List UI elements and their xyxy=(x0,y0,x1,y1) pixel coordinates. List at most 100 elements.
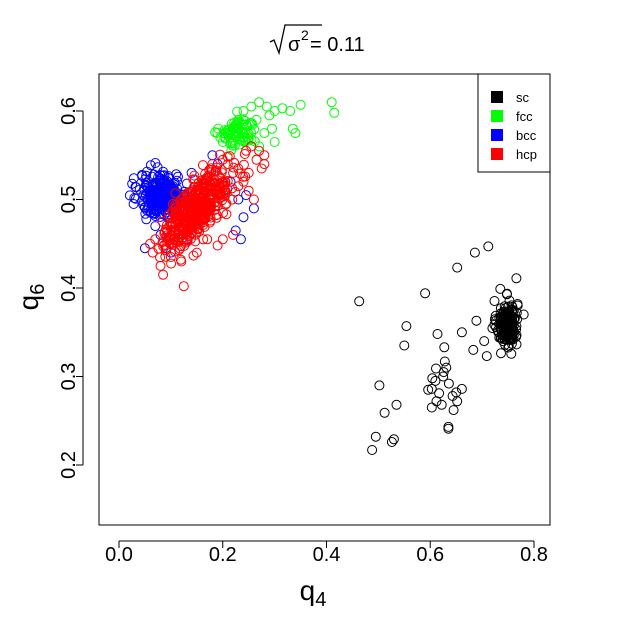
point-bcc xyxy=(159,186,170,197)
series-fcc xyxy=(210,97,340,156)
point-hcp xyxy=(248,194,259,205)
point-bcc xyxy=(235,234,246,245)
point-sc xyxy=(423,384,434,395)
point-sc xyxy=(483,241,494,252)
point-sc xyxy=(420,288,431,299)
point-hcp xyxy=(189,212,200,223)
title-superscript: 2 xyxy=(301,27,309,43)
point-sc xyxy=(489,296,500,306)
point-bcc xyxy=(149,187,160,197)
y-axis-title-subscript: 6 xyxy=(27,284,49,295)
point-fcc xyxy=(246,101,257,112)
x-tick-label: 0.6 xyxy=(416,544,444,566)
legend-label-bcc: bcc xyxy=(516,128,537,143)
legend-swatch-fcc xyxy=(491,110,503,122)
point-fcc xyxy=(261,101,272,112)
point-sc xyxy=(503,316,514,327)
point-sc xyxy=(427,373,438,384)
point-hcp xyxy=(167,220,178,231)
point-hcp xyxy=(238,159,249,170)
point-hcp xyxy=(212,240,223,251)
point-fcc xyxy=(230,129,241,139)
point-hcp xyxy=(203,170,214,181)
point-sc xyxy=(430,375,441,386)
point-hcp xyxy=(204,164,215,175)
point-sc xyxy=(495,311,506,322)
point-hcp xyxy=(186,219,197,230)
x-axis-title: q4 xyxy=(300,575,327,611)
point-sc xyxy=(391,399,402,410)
point-hcp xyxy=(219,179,230,190)
point-hcp xyxy=(228,229,239,240)
point-hcp xyxy=(222,159,233,170)
point-hcp xyxy=(194,195,205,206)
point-fcc xyxy=(238,106,249,116)
x-axis: 0.0 0.2 0.4 0.6 0.8 q4 xyxy=(105,540,548,611)
x-tick-label: 0.4 xyxy=(313,544,341,566)
point-hcp xyxy=(175,254,186,265)
x-tick-label: 0.2 xyxy=(209,544,237,566)
title-value: = 0.11 xyxy=(310,34,365,56)
point-sc xyxy=(354,296,365,307)
point-fcc xyxy=(254,97,265,108)
point-hcp xyxy=(160,245,171,255)
point-sc xyxy=(502,323,513,334)
point-hcp xyxy=(185,199,196,210)
point-hcp xyxy=(246,141,257,152)
series-bcc xyxy=(124,150,259,258)
point-hcp xyxy=(185,209,196,220)
point-sc xyxy=(426,383,437,394)
point-fcc xyxy=(267,123,277,134)
point-sc xyxy=(452,262,463,273)
point-hcp xyxy=(178,204,189,214)
point-hcp xyxy=(158,269,169,280)
point-hcp xyxy=(259,150,270,161)
point-sc xyxy=(367,445,378,455)
point-fcc xyxy=(213,123,224,134)
sqrt-symbol xyxy=(269,24,322,56)
point-hcp xyxy=(205,212,216,223)
point-fcc xyxy=(287,123,298,134)
point-hcp xyxy=(228,167,239,178)
point-hcp xyxy=(174,245,184,256)
x-tick-label: 0.0 xyxy=(105,544,133,566)
point-sc xyxy=(505,334,516,345)
point-fcc xyxy=(259,128,270,139)
point-fcc xyxy=(238,119,248,130)
point-bcc xyxy=(134,184,145,195)
point-hcp xyxy=(178,281,189,292)
point-hcp xyxy=(243,185,254,196)
point-sc xyxy=(456,383,467,394)
point-sc xyxy=(507,328,518,339)
point-sc xyxy=(441,362,452,373)
point-hcp xyxy=(184,186,195,197)
point-bcc xyxy=(238,212,249,223)
point-hcp xyxy=(169,210,180,221)
point-sc xyxy=(436,399,447,410)
point-fcc xyxy=(232,118,243,129)
point-hcp xyxy=(197,160,208,171)
legend-box xyxy=(477,73,551,173)
x-axis-title-text: q xyxy=(300,575,316,606)
point-hcp xyxy=(158,241,169,252)
point-fcc xyxy=(223,127,234,138)
point-bcc xyxy=(137,171,148,181)
point-hcp xyxy=(202,234,213,245)
point-fcc xyxy=(269,137,280,147)
point-bcc xyxy=(143,184,154,194)
point-fcc xyxy=(212,127,223,138)
y-tick-label: 0.6 xyxy=(58,97,80,125)
point-hcp xyxy=(221,209,232,220)
point-hcp xyxy=(194,226,205,237)
point-sc xyxy=(468,344,479,355)
point-sc xyxy=(506,348,517,359)
point-bcc xyxy=(248,203,259,214)
y-axis-title: q6 xyxy=(13,284,49,311)
point-sc xyxy=(456,327,467,338)
point-hcp xyxy=(238,171,249,182)
x-axis-title-subscript: 4 xyxy=(315,589,326,611)
point-sc xyxy=(388,434,399,445)
